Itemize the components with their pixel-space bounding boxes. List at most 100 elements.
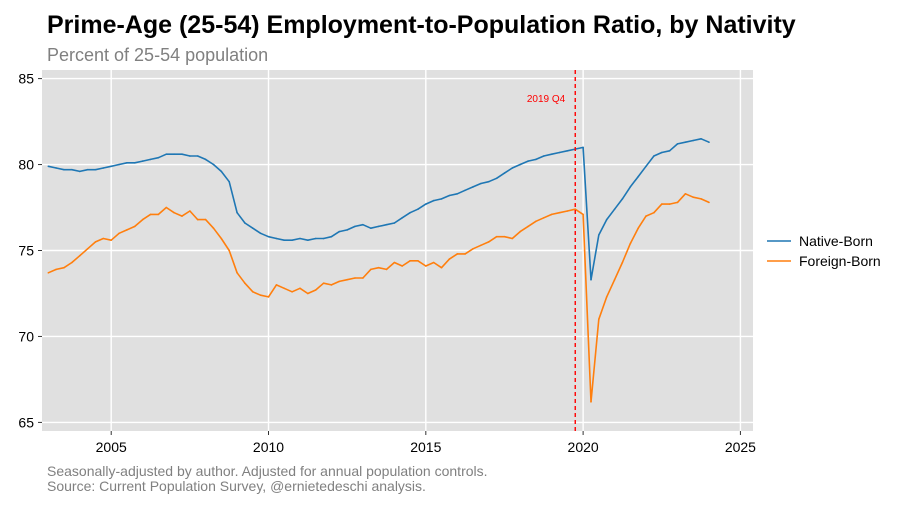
- data-point-native-born: [472, 186, 474, 188]
- data-point-foreign-born: [440, 266, 443, 269]
- data-point-foreign-born: [94, 241, 97, 243]
- data-point-native-born: [244, 222, 246, 224]
- data-point-foreign-born: [71, 261, 73, 264]
- data-point-foreign-born: [196, 218, 199, 221]
- data-point-native-born: [267, 235, 270, 238]
- data-point-foreign-born: [236, 272, 238, 274]
- data-point-native-born: [149, 158, 152, 161]
- data-point-native-born: [259, 232, 262, 235]
- data-point-native-born: [503, 172, 506, 174]
- data-point-foreign-born: [228, 249, 230, 252]
- data-point-native-born: [228, 180, 230, 183]
- data-point-foreign-born: [385, 268, 388, 271]
- data-point-foreign-born: [149, 213, 152, 216]
- data-point-native-born: [605, 218, 608, 221]
- data-point-foreign-born: [307, 292, 309, 295]
- data-point-foreign-born: [252, 291, 254, 293]
- data-point-native-born: [543, 155, 545, 157]
- legend-label-foreign-born: Foreign-Born: [799, 253, 881, 269]
- data-point-foreign-born: [661, 203, 663, 205]
- data-point-foreign-born: [157, 213, 160, 216]
- data-point-native-born: [527, 160, 529, 162]
- data-point-foreign-born: [535, 220, 537, 223]
- data-point-foreign-born: [511, 237, 514, 240]
- y-tick-label-65: 65: [18, 414, 34, 430]
- data-point-native-born: [700, 138, 702, 140]
- data-point-native-born: [134, 162, 136, 164]
- data-point-foreign-born: [448, 258, 451, 260]
- data-point-native-born: [196, 155, 199, 157]
- data-point-foreign-born: [102, 237, 105, 240]
- data-point-foreign-born: [472, 248, 474, 250]
- data-point-native-born: [495, 177, 498, 180]
- data-point-foreign-born: [110, 239, 112, 241]
- data-point-foreign-born: [668, 203, 671, 205]
- data-point-native-born: [621, 198, 624, 200]
- data-point-native-born: [165, 153, 168, 155]
- data-point-foreign-born: [558, 211, 561, 214]
- data-point-native-born: [157, 156, 160, 159]
- data-point-native-born: [519, 163, 521, 166]
- data-point-native-born: [275, 237, 278, 240]
- data-point-foreign-born: [259, 294, 262, 297]
- data-point-native-born: [385, 223, 388, 226]
- chart-subtitle: Percent of 25-54 population: [47, 45, 269, 65]
- legend: Native-Born Foreign-Born: [767, 233, 881, 269]
- data-point-foreign-born: [338, 280, 341, 283]
- data-point-foreign-born: [354, 277, 356, 279]
- data-point-foreign-born: [189, 210, 191, 212]
- data-point-native-born: [692, 139, 694, 142]
- x-axis: 2005 2010 2015 2020 2025: [96, 431, 756, 455]
- data-point-native-born: [613, 208, 616, 210]
- data-point-native-born: [393, 222, 396, 224]
- footnote: Seasonally-adjusted by author. Adjusted …: [47, 463, 488, 479]
- data-point-native-born: [645, 165, 647, 168]
- data-point-foreign-born: [204, 218, 207, 221]
- data-point-native-born: [653, 155, 655, 157]
- data-point-native-born: [440, 198, 443, 200]
- data-point-native-born: [94, 168, 97, 171]
- x-tick-label-2005: 2005: [96, 439, 127, 455]
- data-point-native-born: [79, 170, 81, 173]
- data-point-foreign-born: [283, 287, 286, 290]
- data-point-foreign-born: [621, 261, 624, 264]
- data-point-foreign-born: [487, 241, 490, 243]
- data-point-native-born: [110, 165, 112, 168]
- data-point-foreign-born: [590, 401, 592, 403]
- data-point-native-born: [181, 153, 183, 155]
- chart-title: Prime-Age (25-54) Employment-to-Populati…: [47, 11, 796, 39]
- x-tick-label-2020: 2020: [568, 439, 599, 455]
- data-point-native-born: [102, 167, 105, 169]
- data-point-foreign-born: [86, 248, 89, 250]
- data-point-foreign-born: [362, 277, 364, 279]
- x-tick-label-2025: 2025: [725, 439, 756, 455]
- data-point-native-born: [582, 146, 584, 149]
- data-point-foreign-born: [700, 198, 702, 200]
- data-point-foreign-born: [598, 318, 600, 321]
- data-point-foreign-born: [676, 201, 679, 204]
- data-point-foreign-born: [63, 266, 65, 269]
- data-point-foreign-born: [417, 260, 419, 262]
- annotation-label: 2019 Q4: [527, 94, 566, 105]
- data-point-foreign-born: [582, 213, 584, 216]
- y-tick-label-75: 75: [18, 243, 34, 259]
- x-tick-label-2010: 2010: [253, 439, 284, 455]
- data-point-foreign-born: [637, 227, 639, 229]
- data-point-foreign-born: [47, 272, 50, 274]
- data-point-foreign-born: [244, 282, 246, 285]
- data-point-native-born: [566, 150, 569, 152]
- data-point-foreign-born: [173, 211, 175, 214]
- data-point-native-born: [377, 225, 380, 228]
- data-point-native-born: [338, 230, 341, 233]
- data-point-foreign-born: [55, 268, 57, 271]
- data-point-foreign-born: [314, 289, 317, 291]
- data-point-foreign-born: [605, 296, 608, 298]
- y-tick-label-85: 85: [18, 71, 34, 87]
- data-point-foreign-born: [267, 296, 270, 298]
- data-point-foreign-born: [432, 261, 435, 264]
- data-point-foreign-born: [370, 268, 372, 271]
- data-point-native-born: [118, 163, 120, 166]
- data-point-native-born: [346, 229, 349, 231]
- data-point-foreign-born: [330, 284, 333, 286]
- data-point-native-born: [448, 194, 451, 197]
